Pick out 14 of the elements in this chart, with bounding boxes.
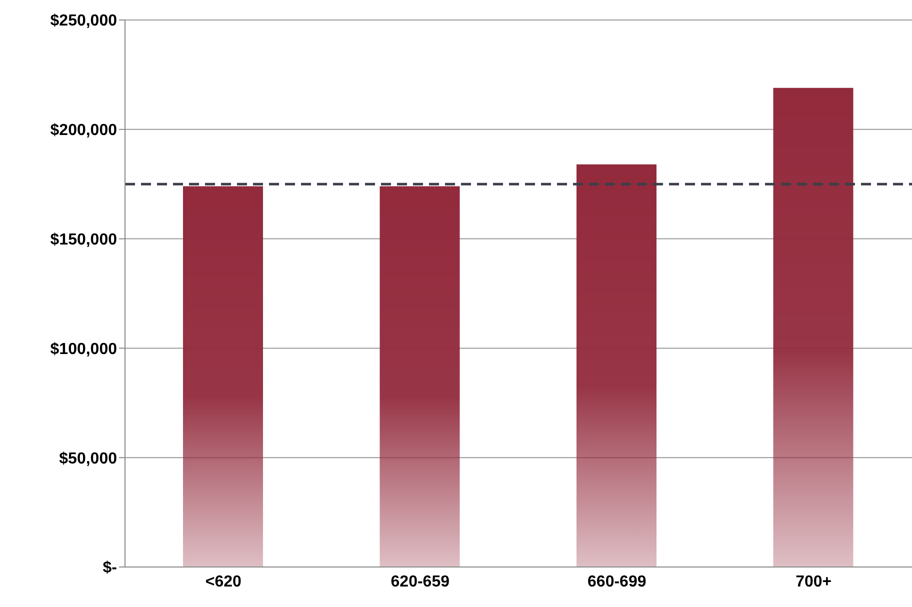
y-tick-label: $50,000 xyxy=(59,450,118,468)
y-tick-label: $- xyxy=(102,560,117,577)
bar xyxy=(773,88,854,567)
x-tick-label: 620-659 xyxy=(390,573,450,590)
y-tick-label: $150,000 xyxy=(50,231,118,248)
x-tick-label: 660-699 xyxy=(588,573,646,590)
y-tick-label: $200,000 xyxy=(50,122,118,140)
x-tick-label: 700+ xyxy=(796,573,832,590)
y-tick-label: $100,000 xyxy=(50,340,118,358)
bar xyxy=(380,186,460,567)
bar xyxy=(183,186,263,567)
y-tick-label: $250,000 xyxy=(50,12,118,30)
bar xyxy=(576,164,656,567)
x-tick-label: <620 xyxy=(205,573,242,590)
